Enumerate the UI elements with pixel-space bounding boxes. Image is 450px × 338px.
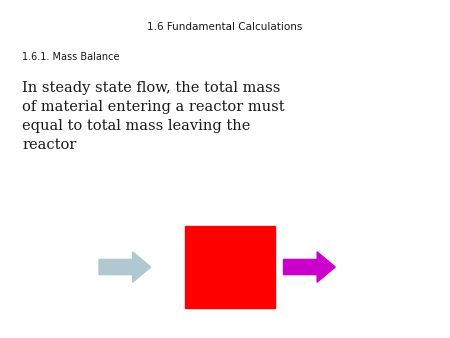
Polygon shape bbox=[99, 252, 151, 282]
Text: 1.6 Fundamental Calculations: 1.6 Fundamental Calculations bbox=[147, 22, 303, 32]
Text: 1.6.1. Mass Balance: 1.6.1. Mass Balance bbox=[22, 52, 120, 63]
Polygon shape bbox=[284, 252, 335, 282]
Text: In steady state flow, the total mass
of material entering a reactor must
equal t: In steady state flow, the total mass of … bbox=[22, 81, 285, 152]
Bar bbox=[184, 226, 274, 308]
